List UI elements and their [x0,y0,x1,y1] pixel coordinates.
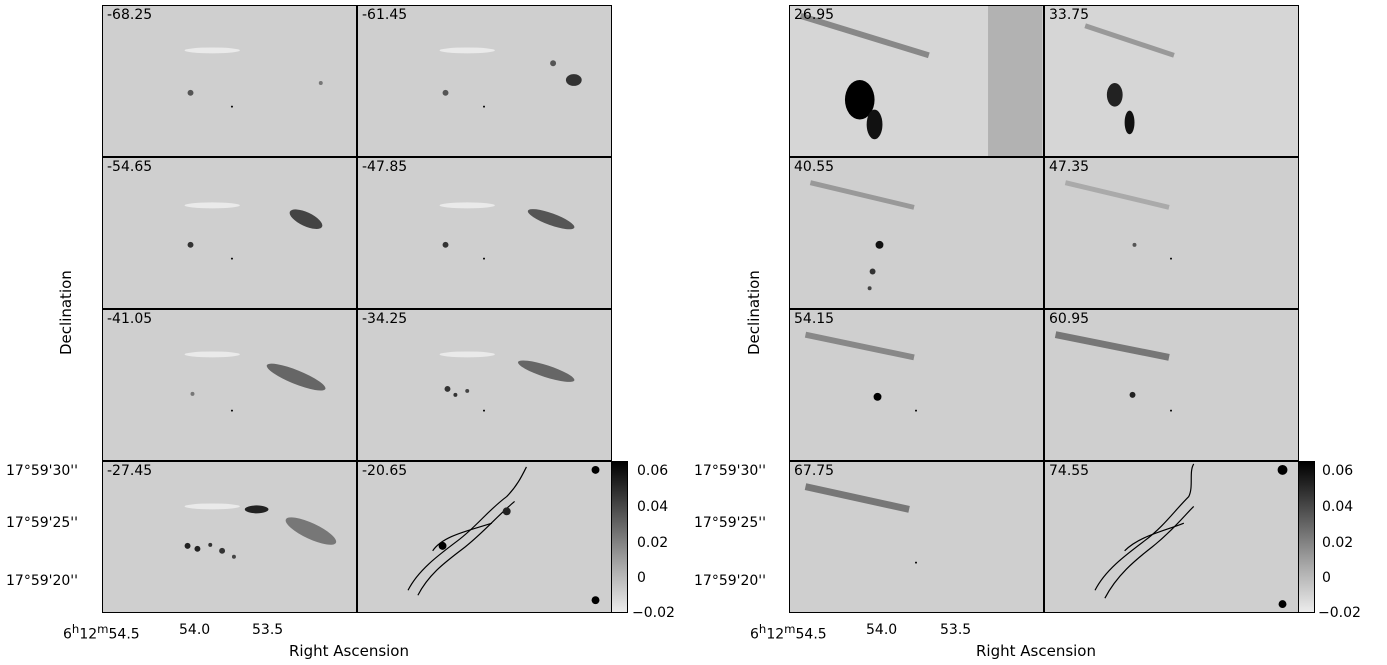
y-axis-title: Declination [745,270,763,355]
channel-panel: -68.25 [102,5,357,157]
velocity-label: -61.45 [362,7,408,23]
x-axis-title: Right Ascension [289,642,409,660]
channel-panel: -20.65 [357,461,612,613]
velocity-label: 60.95 [1049,311,1090,327]
x-axis-title: Right Ascension [976,642,1096,660]
velocity-label: 67.75 [794,463,835,479]
colorbar-tick: 0.02 [637,535,669,551]
velocity-label: 54.15 [794,311,835,327]
colorbar [611,461,628,613]
channel-panel: 60.95 [1044,309,1299,461]
channel-panel: -41.05 [102,309,357,461]
ra-tick: 54.0 [179,622,211,638]
velocity-label: -54.65 [107,159,153,175]
dec-tick: 17°59'25'' [6,515,78,531]
dec-tick: 17°59'20'' [694,573,766,589]
channel-panel: -61.45 [357,5,612,157]
ra-tick: 6h12m54.5 [63,622,140,643]
velocity-label: -41.05 [107,311,153,327]
ra-tick: 6h12m54.5 [750,622,827,643]
channel-panel: -27.45 [102,461,357,613]
colorbar-tick: 0.02 [1322,535,1354,551]
ra-tick: 54.0 [866,622,898,638]
channel-panel: 47.35 [1044,157,1299,309]
channel-panel: 33.75 [1044,5,1299,157]
channel-panel: -34.25 [357,309,612,461]
velocity-label: -20.65 [362,463,408,479]
colorbar-tick: 0.06 [637,463,669,479]
channel-panel: 74.55 [1044,461,1299,613]
channel-panel: 67.75 [789,461,1044,613]
ra-tick: 53.5 [252,622,284,638]
velocity-label: 74.55 [1049,463,1090,479]
ra-tick: 53.5 [940,622,972,638]
dec-tick: 17°59'20'' [6,573,78,589]
channel-panel: 26.95 [789,5,1044,157]
channel-panel: -54.65 [102,157,357,309]
dec-tick: 17°59'30'' [694,463,766,479]
colorbar [1298,461,1315,613]
velocity-label: 33.75 [1049,7,1090,23]
y-axis-title: Declination [57,270,75,355]
velocity-label: -47.85 [362,159,408,175]
velocity-label: -27.45 [107,463,153,479]
colorbar-tick: 0 [637,570,646,586]
velocity-label: -34.25 [362,311,408,327]
velocity-label: 40.55 [794,159,835,175]
dec-tick: 17°59'25'' [694,515,766,531]
dec-tick: 17°59'30'' [6,463,78,479]
channel-panel: 54.15 [789,309,1044,461]
channel-panel: -47.85 [357,157,612,309]
velocity-label: 26.95 [794,7,835,23]
colorbar-tick: 0.04 [637,499,669,515]
colorbar-tick: −0.02 [632,605,675,621]
colorbar-tick: 0 [1322,570,1331,586]
velocity-label: 47.35 [1049,159,1090,175]
colorbar-tick: −0.02 [1318,605,1361,621]
colorbar-tick: 0.04 [1322,499,1354,515]
colorbar-tick: 0.06 [1322,463,1354,479]
velocity-label: -68.25 [107,7,153,23]
channel-panel: 40.55 [789,157,1044,309]
